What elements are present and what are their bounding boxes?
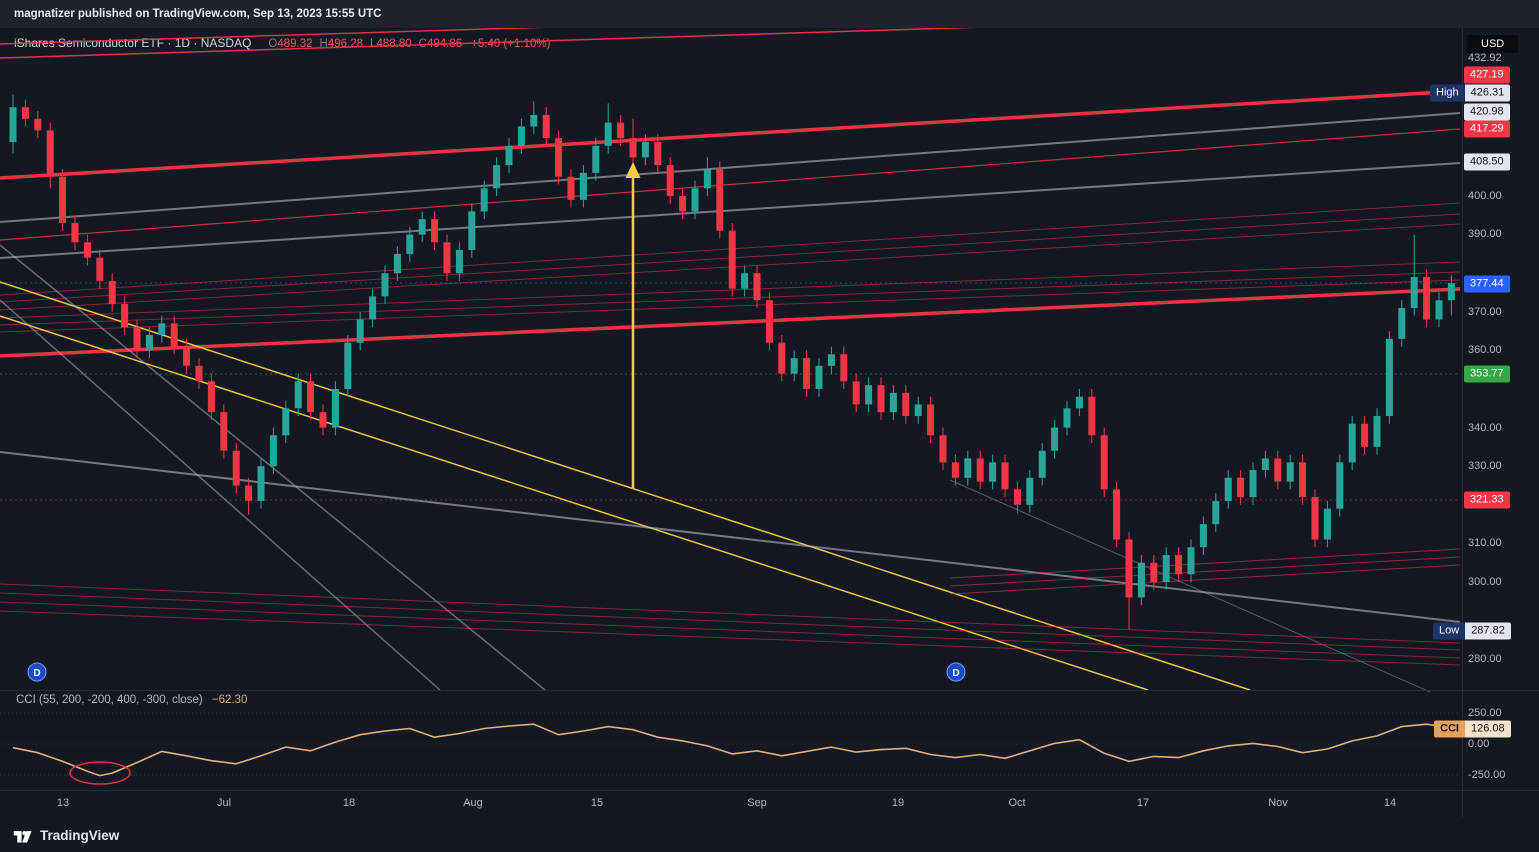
arrow-annotation[interactable] bbox=[625, 162, 641, 488]
footer-bar: TradingView bbox=[0, 818, 1539, 852]
low-price: 287.82 bbox=[1465, 622, 1511, 640]
price-badge-low: Low 287.82 bbox=[1433, 622, 1511, 640]
price-axis-label: 280.00 bbox=[1468, 653, 1502, 665]
cci-line bbox=[12, 723, 1452, 777]
time-axis[interactable]: 13 Jul 18 Aug 15 Sep 19 Oct 17 Nov 14 bbox=[0, 790, 1539, 818]
ohlc-key: H bbox=[319, 38, 328, 50]
cci-axis-label: -250.00 bbox=[1468, 769, 1506, 781]
time-label: Nov bbox=[1268, 797, 1288, 809]
svg-text:D: D bbox=[952, 668, 959, 679]
cci-params-label[interactable]: CCI (55, 200, -200, 400, -300, close) bbox=[16, 694, 203, 706]
price-badge: 353.77 bbox=[1464, 365, 1510, 383]
ohlc-value: 496.28 bbox=[327, 38, 364, 50]
tradingview-wordmark[interactable]: TradingView bbox=[40, 827, 120, 843]
pane-divider[interactable] bbox=[0, 690, 1539, 691]
trendlines[interactable] bbox=[0, 28, 1461, 693]
price-axis-label: 370.00 bbox=[1468, 306, 1502, 318]
price-axis-label: 330.00 bbox=[1468, 460, 1502, 472]
cci-badge: CCI bbox=[1434, 720, 1465, 738]
symbol-title[interactable]: iShares Semiconductor ETF · 1D · NASDAQ bbox=[14, 36, 252, 50]
cci-badge-value: 126.08 bbox=[1464, 720, 1511, 738]
time-label: Aug bbox=[463, 797, 483, 809]
price-badge: 321.33 bbox=[1464, 491, 1510, 509]
price-axis-label: 400.00 bbox=[1468, 190, 1502, 202]
publish-info-text: magnatizer published on TradingView.com,… bbox=[14, 8, 382, 20]
time-label: Sep bbox=[747, 797, 767, 809]
price-badge: 417.29 bbox=[1464, 120, 1510, 138]
time-label: 15 bbox=[590, 797, 604, 809]
cci-current-value: −62.30 bbox=[211, 694, 248, 706]
price-axis-label: 390.00 bbox=[1468, 228, 1502, 240]
ohlc-value: 489.32 bbox=[277, 38, 313, 50]
low-label: Low bbox=[1433, 622, 1466, 640]
price-axis-label: 300.00 bbox=[1468, 576, 1502, 588]
time-label: 19 bbox=[891, 797, 905, 809]
price-badge: 420.98 bbox=[1464, 103, 1510, 121]
time-label: 17 bbox=[1136, 797, 1150, 809]
cci-pane bbox=[0, 712, 1460, 785]
ohlc-value: 488.80 bbox=[376, 38, 412, 50]
time-label: 13 bbox=[56, 797, 70, 809]
time-label: Jul bbox=[216, 797, 232, 809]
currency-badge[interactable]: USD bbox=[1467, 35, 1519, 53]
cci-axis-label: 0.00 bbox=[1468, 738, 1490, 750]
ohlc-value: 494.86 bbox=[426, 38, 463, 50]
price-badge: 377.44 bbox=[1464, 275, 1510, 293]
cci-axis-label: 250.00 bbox=[1468, 707, 1502, 719]
ohlc-key: C bbox=[418, 38, 427, 50]
dividend-marker[interactable]: D bbox=[946, 662, 966, 682]
price-axis-label: 340.00 bbox=[1468, 422, 1502, 434]
high-label: High bbox=[1430, 84, 1465, 102]
cci-legend[interactable]: CCI (55, 200, -200, 400, -300, close) −6… bbox=[16, 694, 247, 706]
cci-highlight-ellipse[interactable] bbox=[69, 761, 131, 785]
time-label: 18 bbox=[342, 797, 356, 809]
price-change: +5.40 (+1.10%) bbox=[471, 38, 551, 50]
time-label: Oct bbox=[1008, 797, 1026, 809]
price-axis-label: 360.00 bbox=[1468, 344, 1502, 356]
price-badge: 427.19 bbox=[1464, 66, 1510, 84]
ohlc-values: O489.32 H496.28 L488.80 C494.86 bbox=[261, 36, 462, 50]
price-badge: 408.50 bbox=[1464, 153, 1510, 171]
price-axis-divider bbox=[1462, 28, 1463, 818]
cci-badge-row: CCI 126.08 bbox=[1434, 720, 1511, 738]
price-axis-label: 432.92 bbox=[1468, 52, 1502, 64]
symbol-legend: iShares Semiconductor ETF · 1D · NASDAQ O… bbox=[14, 36, 550, 50]
time-label: 14 bbox=[1383, 797, 1397, 809]
dividend-marker[interactable]: D bbox=[27, 662, 47, 682]
price-axis-label: 310.00 bbox=[1468, 537, 1502, 549]
candles bbox=[9, 94, 1455, 630]
time-axis-divider bbox=[0, 790, 1539, 791]
svg-text:D: D bbox=[33, 668, 40, 679]
high-price: 426.31 bbox=[1464, 84, 1511, 102]
tradingview-logo[interactable] bbox=[12, 825, 33, 846]
price-badge-high: High 426.31 bbox=[1430, 84, 1511, 102]
publish-info-bar: magnatizer published on TradingView.com,… bbox=[0, 0, 1539, 28]
